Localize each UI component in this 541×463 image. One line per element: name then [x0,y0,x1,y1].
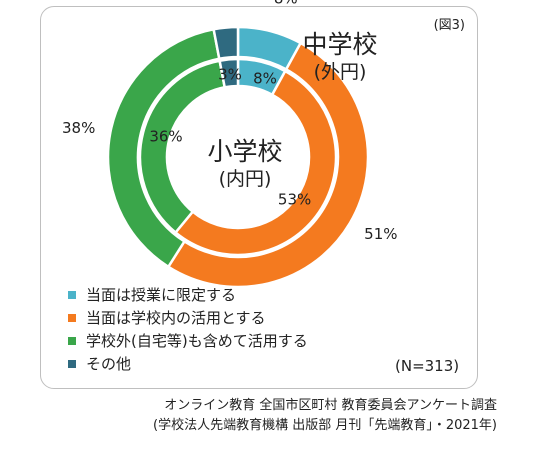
legend-label: 当面は学校内の活用とする [86,309,266,327]
inner-ring-slice [218,57,240,89]
legend-swatch [68,359,76,368]
legend-swatch [68,313,76,322]
inner-ring-title: 小学校 [207,137,283,166]
outer-ring-percent-label: 51% [364,225,397,243]
inner-ring-subtitle: (内円) [218,168,272,190]
outer-ring-label: 中学校 (外円) [285,30,395,84]
outer-ring-title: 中学校 [302,30,378,59]
inner-ring-percent-label: 8% [253,70,277,88]
legend-swatch [68,290,76,299]
outer-ring-subtitle: (外円) [313,61,367,83]
source-line-1: オンライン教育 全国市区町村 教育委員会アンケート調査 [164,398,497,413]
inner-ring-percent-label: 36% [149,127,182,145]
inner-ring-slice [173,69,338,257]
outer-ring-percent-label: 38% [62,119,95,137]
source-line-2: (学校法人先端教育機構 出版部 月刊「先端教育」・2021年) [153,418,497,433]
legend-label: その他 [86,355,132,373]
inner-ring-percent-label: 53% [278,191,311,209]
legend-swatch [68,336,76,345]
legend: 当面は授業に限定する 当面は学校内の活用とする 学校外(自宅等)も含めて活用する… [68,283,308,375]
legend-label: 学校外(自宅等)も含めて活用する [86,332,308,350]
legend-item: 当面は学校内の活用とする [68,306,308,329]
outer-ring-percent-label: 8% [274,0,298,7]
source-note: オンライン教育 全国市区町村 教育委員会アンケート調査 (学校法人先端教育機構 … [153,396,497,436]
outer-ring-slice [166,41,370,289]
inner-ring-percent-label: 3% [218,65,242,83]
outer-ring-slice [212,25,240,61]
legend-label: 当面は授業に限定する [86,286,237,304]
figure-label: (図3) [433,18,465,33]
outer-ring-percent-label: 3% [202,0,226,4]
sample-size: (N=313) [395,357,460,375]
legend-item: その他 [68,352,308,375]
inner-ring-label: 小学校 (内円) [185,137,305,191]
legend-item: 学校外(自宅等)も含めて活用する [68,329,308,352]
legend-item: 当面は授業に限定する [68,283,308,306]
